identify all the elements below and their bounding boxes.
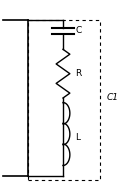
Text: C1: C1 bbox=[107, 93, 119, 103]
Text: R: R bbox=[75, 69, 82, 78]
Text: L: L bbox=[75, 133, 81, 142]
Text: C: C bbox=[75, 26, 82, 35]
Bar bbox=[28, 20, 100, 180]
